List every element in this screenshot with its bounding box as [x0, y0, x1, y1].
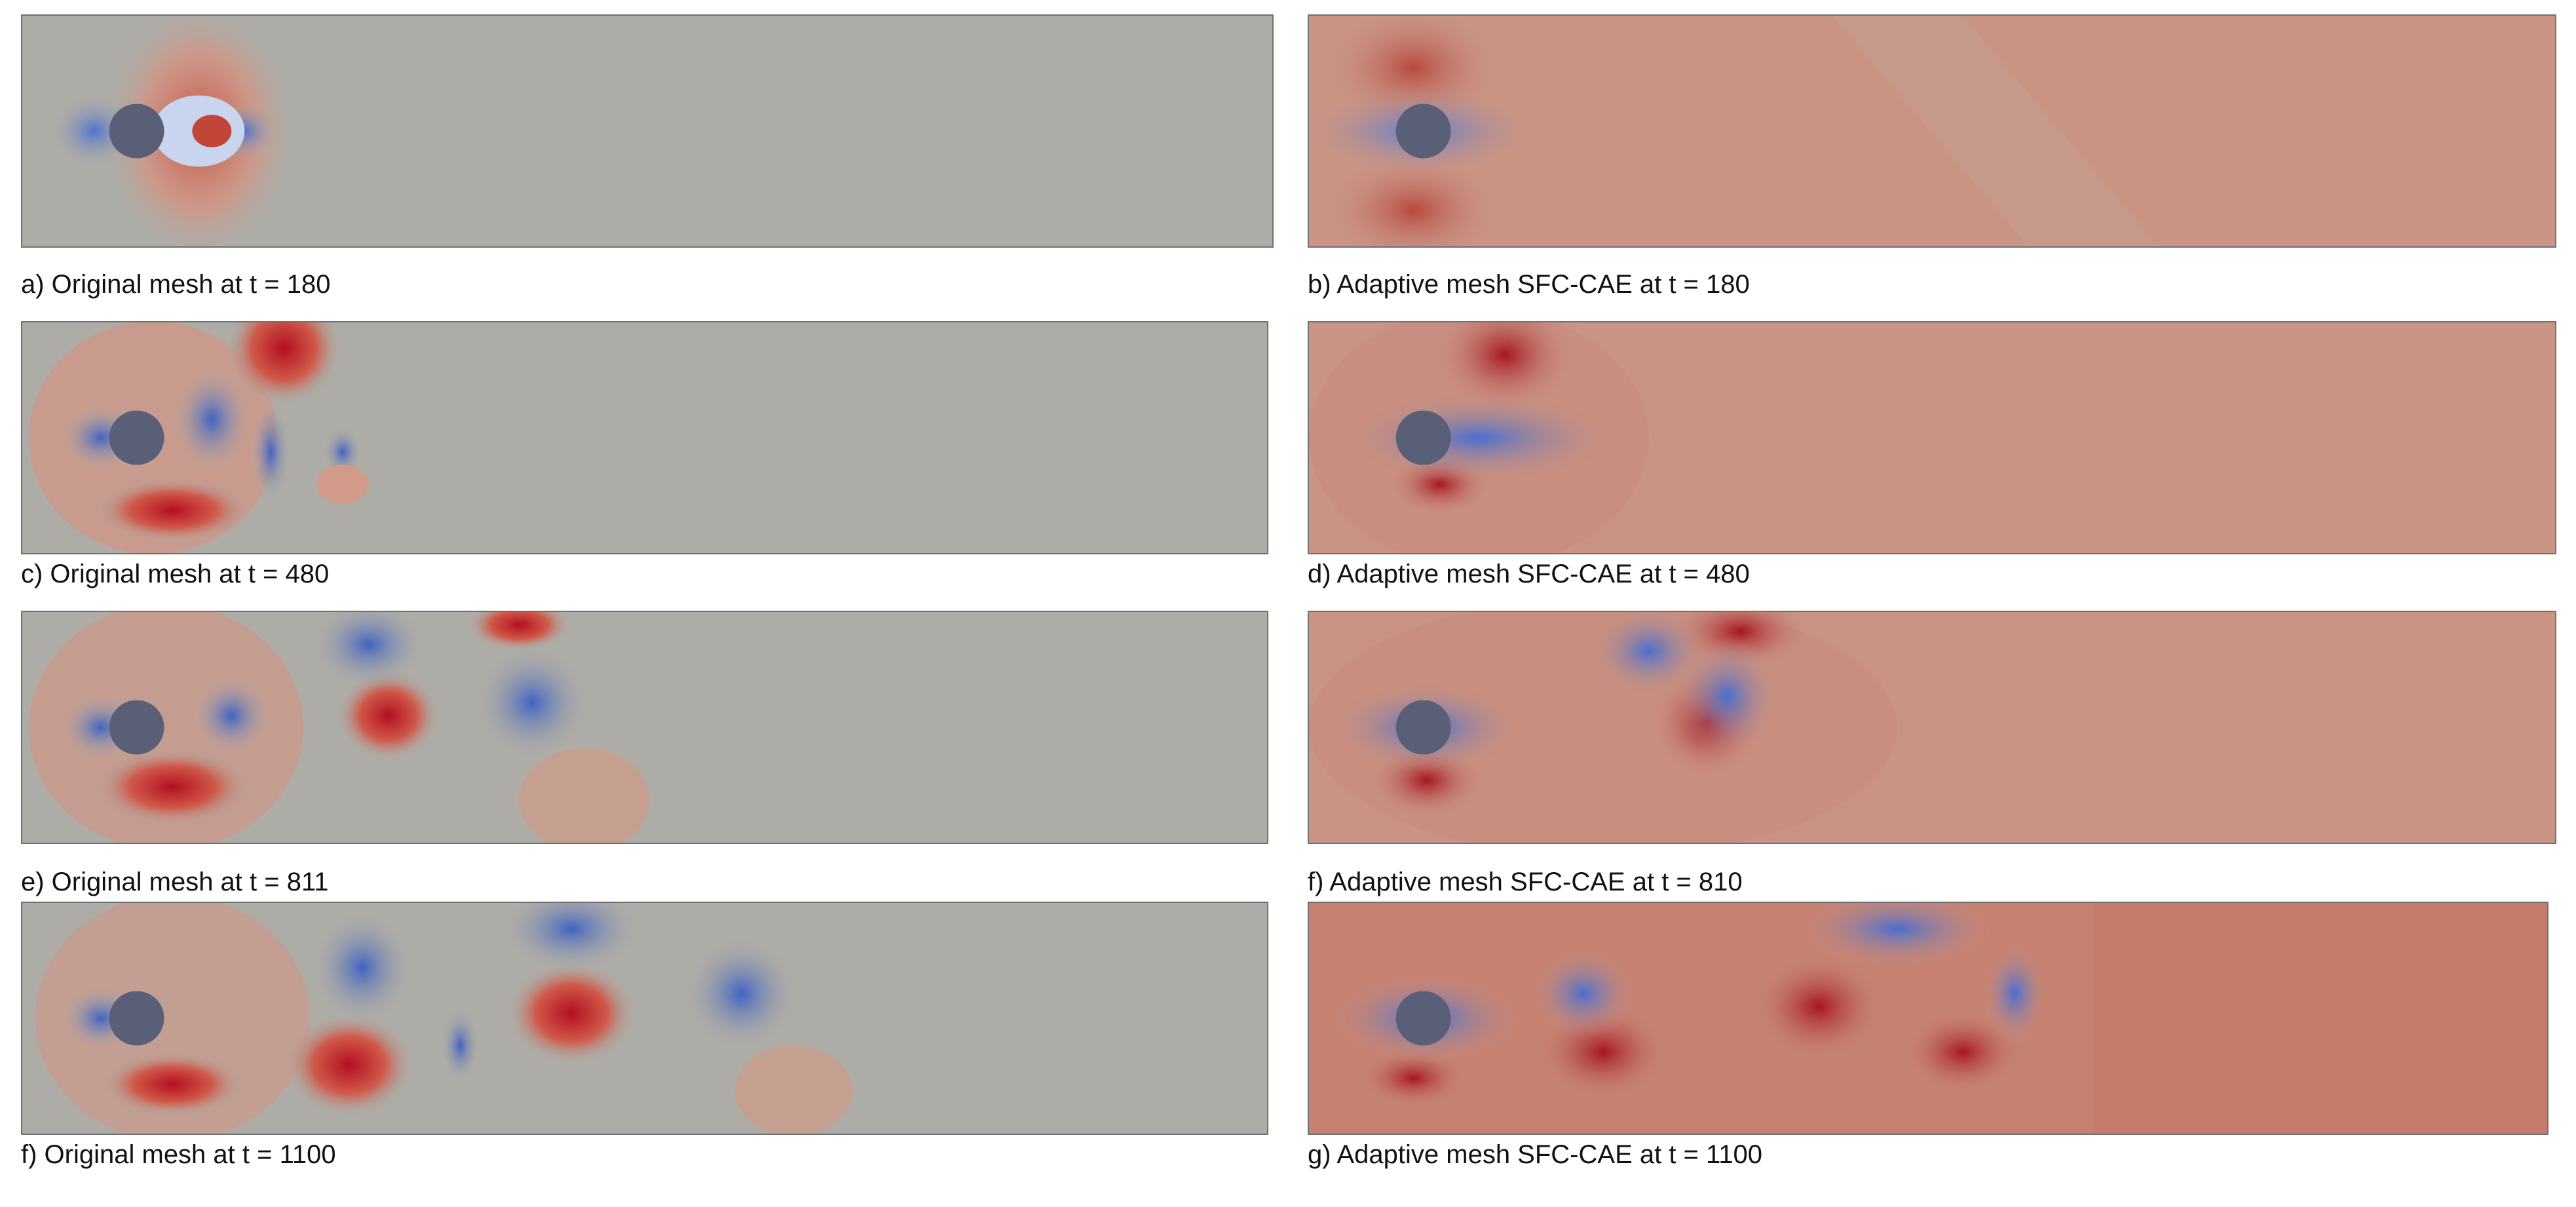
caption-e: e) Original mesh at t = 811 — [21, 868, 329, 896]
original-mesh-panel-t480 — [21, 321, 1268, 554]
cylinder — [109, 410, 164, 465]
caption-d: d) Adaptive mesh SFC-CAE at t = 480 — [1308, 560, 1750, 588]
cylinder — [109, 700, 164, 755]
cylinder — [1395, 104, 1451, 159]
caption-g: f) Original mesh at t = 1100 — [21, 1140, 336, 1169]
cylinder — [109, 104, 164, 159]
original-mesh-panel-t1100 — [21, 902, 1268, 1135]
cylinder — [1395, 991, 1451, 1046]
cylinder — [1395, 410, 1451, 465]
caption-f: f) Adaptive mesh SFC-CAE at t = 810 — [1308, 868, 1743, 896]
caption-h: g) Adaptive mesh SFC-CAE at t = 1100 — [1308, 1140, 1763, 1169]
adaptive-mesh-panel-t180 — [1308, 14, 2556, 248]
original-mesh-panel-t180 — [21, 14, 1274, 248]
adaptive-mesh-panel-t480 — [1308, 321, 2556, 554]
cylinder — [109, 991, 164, 1046]
adaptive-mesh-panel-t1100 — [1308, 902, 2548, 1135]
caption-a: a) Original mesh at t = 180 — [21, 270, 331, 299]
original-mesh-panel-t811 — [21, 611, 1268, 844]
caption-b: b) Adaptive mesh SFC-CAE at t = 180 — [1308, 270, 1750, 299]
adaptive-mesh-panel-t810 — [1308, 611, 2556, 844]
caption-c: c) Original mesh at t = 480 — [21, 560, 330, 588]
cylinder — [1395, 700, 1451, 755]
